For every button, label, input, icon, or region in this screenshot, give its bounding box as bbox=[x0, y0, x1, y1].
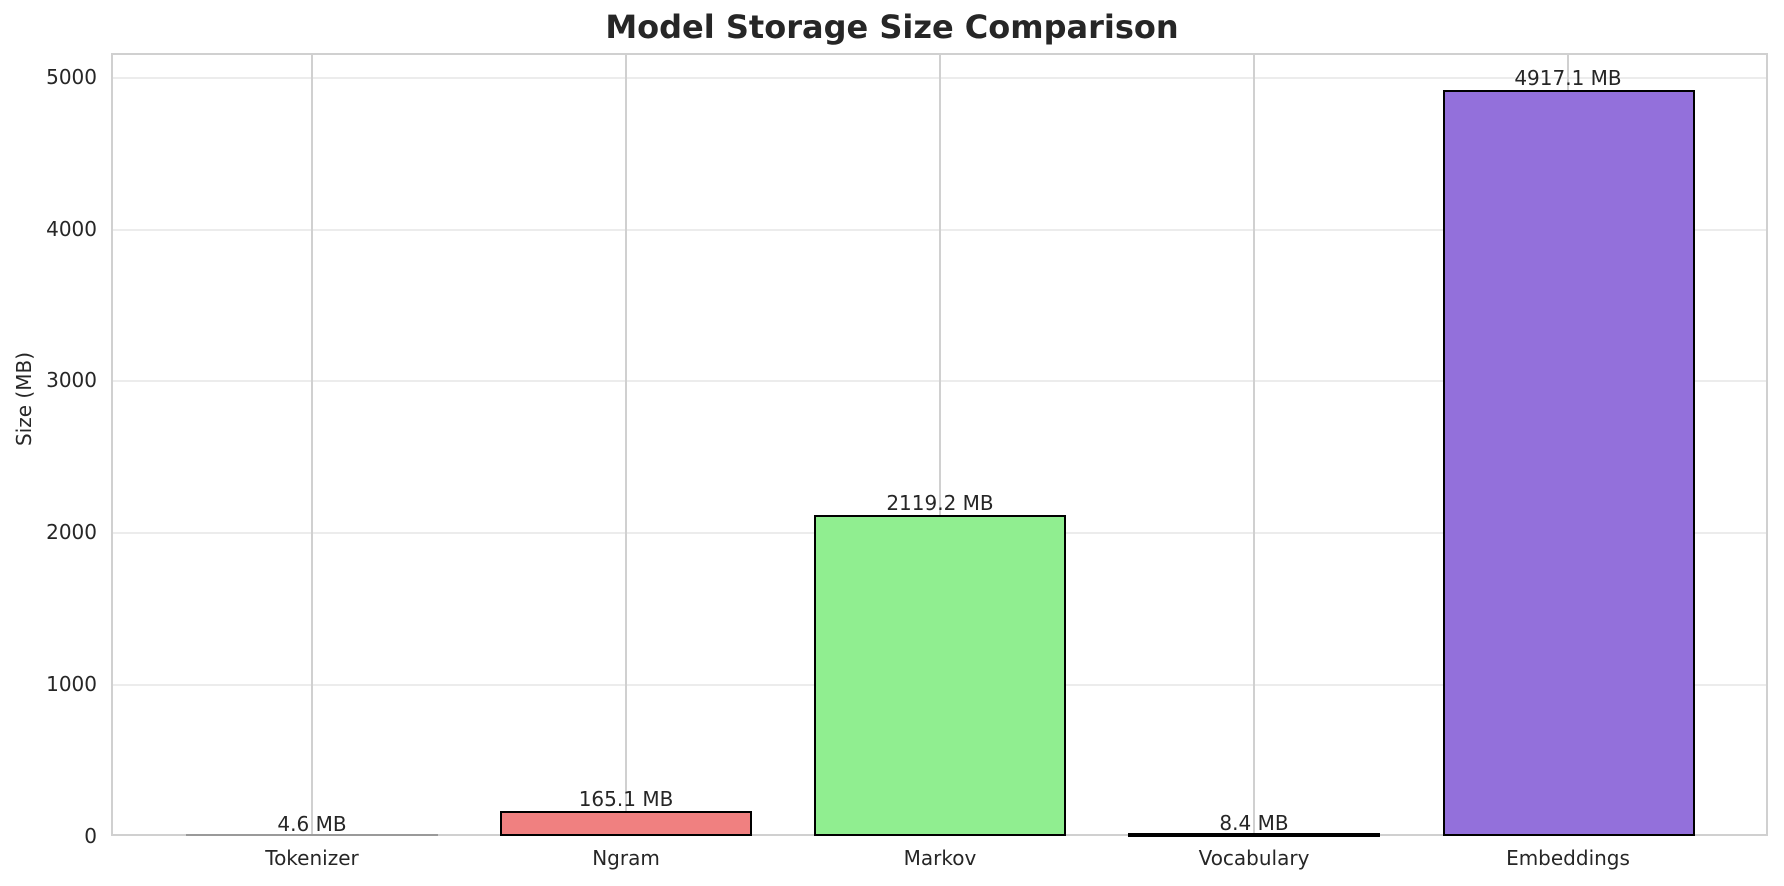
bar-label-tokenizer: 4.6 MB bbox=[277, 812, 347, 836]
x-tick-ngram: Ngram bbox=[592, 846, 660, 870]
bar-ngram bbox=[500, 811, 752, 836]
bar-markov bbox=[814, 515, 1066, 836]
bar-label-ngram: 165.1 MB bbox=[578, 787, 674, 811]
gridline-x-tokenizer bbox=[311, 53, 313, 836]
bar-tokenizer bbox=[186, 834, 438, 836]
y-tick-2000: 2000 bbox=[46, 520, 97, 544]
y-tick-3000: 3000 bbox=[46, 368, 97, 392]
gridline-x-ngram bbox=[625, 53, 627, 836]
bar-vocabulary bbox=[1128, 833, 1380, 837]
x-tick-markov: Markov bbox=[903, 846, 977, 870]
gridline-x-vocabulary bbox=[1253, 53, 1255, 836]
bar-label-vocabulary: 8.4 MB bbox=[1219, 811, 1289, 835]
bar-label-embeddings: 4917.1 MB bbox=[1514, 66, 1622, 90]
y-tick-4000: 4000 bbox=[46, 217, 97, 241]
chart-title: Model Storage Size Comparison bbox=[605, 8, 1179, 46]
y-tick-5000: 5000 bbox=[46, 65, 97, 89]
bar-embeddings bbox=[1443, 90, 1695, 836]
bar-label-markov: 2119.2 MB bbox=[886, 491, 994, 515]
y-axis-label: Size (MB) bbox=[12, 352, 36, 446]
gridline-x-markov bbox=[939, 53, 941, 836]
y-tick-1000: 1000 bbox=[46, 672, 97, 696]
x-tick-tokenizer: Tokenizer bbox=[265, 846, 359, 870]
y-tick-0: 0 bbox=[84, 824, 97, 848]
x-tick-vocabulary: Vocabulary bbox=[1198, 846, 1310, 870]
x-tick-embeddings: Embeddings bbox=[1506, 846, 1630, 870]
